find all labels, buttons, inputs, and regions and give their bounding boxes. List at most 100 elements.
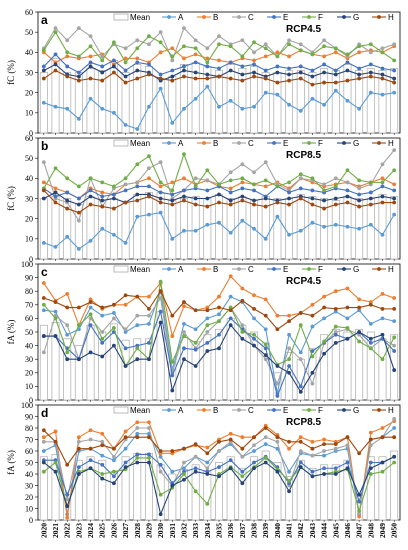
point-H [368, 437, 373, 442]
point-A [65, 234, 70, 239]
point-E [263, 346, 268, 351]
point-A [380, 92, 385, 97]
y-axis-label: fC (%) [6, 60, 16, 85]
point-F [392, 460, 397, 465]
point-A [322, 316, 326, 321]
legend-label-C: C [248, 139, 254, 148]
point-H [53, 300, 58, 304]
point-H [41, 296, 46, 300]
point-G [310, 196, 315, 201]
point-E [76, 70, 81, 75]
point-G [158, 196, 163, 201]
point-H [357, 204, 362, 209]
point-G [322, 472, 326, 476]
point-H [53, 68, 58, 73]
legend-label-E: E [283, 406, 288, 415]
point-E [252, 336, 256, 341]
x-tick-label: 2026 [109, 523, 118, 538]
point-C [205, 46, 210, 51]
point-F [298, 172, 303, 177]
y-tick-label: 30 [25, 355, 33, 364]
point-E [228, 190, 233, 195]
point-H [100, 443, 105, 448]
point-H [53, 439, 58, 444]
bar-mean [51, 196, 60, 260]
point-G [76, 74, 81, 79]
y-tick-label: 10 [25, 109, 33, 118]
point-H [41, 188, 46, 193]
x-tick-label: 2047 [355, 523, 364, 538]
point-E [217, 465, 221, 469]
x-tick-label: 2032 [179, 523, 188, 538]
x-tick-label: 2050 [390, 523, 399, 538]
point-H [88, 300, 93, 304]
point-F [65, 50, 70, 55]
legend-label-B: B [213, 265, 218, 274]
point-B [263, 184, 268, 189]
point-F [112, 40, 116, 45]
bar-mean [331, 328, 340, 401]
legend-swatch-mean [113, 265, 129, 273]
point-H [158, 449, 163, 453]
panel-letter: d [41, 406, 48, 420]
point-G [368, 336, 373, 341]
point-F [170, 360, 175, 364]
bar-mean [98, 459, 107, 521]
point-F [380, 357, 385, 362]
point-H [228, 202, 233, 207]
bar-mean [331, 70, 340, 134]
legend-label-B: B [213, 406, 218, 415]
point-F [333, 324, 338, 329]
point-E [147, 184, 151, 189]
legend-label-F: F [318, 265, 323, 274]
point-E [298, 64, 303, 69]
point-F [263, 46, 268, 51]
point-H [100, 305, 105, 310]
point-G [298, 70, 303, 75]
point-F [322, 188, 326, 193]
point-G [135, 357, 140, 362]
point-G [100, 198, 105, 203]
point-C [275, 381, 280, 386]
x-tick-label: 2025 [98, 523, 107, 538]
point-A [53, 309, 58, 314]
x-tick-label: 2039 [261, 523, 270, 538]
point-E [65, 64, 70, 69]
bar-mean [285, 198, 294, 260]
point-A [298, 108, 303, 113]
point-F [76, 184, 81, 189]
point-E [287, 66, 291, 71]
point-A [310, 220, 315, 225]
point-E [88, 458, 93, 463]
point-C [193, 176, 198, 181]
point-H [76, 305, 81, 310]
point-A [135, 214, 140, 219]
bar-mean [215, 462, 223, 521]
point-B [322, 437, 326, 442]
point-A [135, 127, 140, 131]
point-E [217, 332, 221, 337]
point-A [287, 332, 291, 337]
point-C [65, 38, 70, 43]
point-A [298, 228, 303, 233]
point-F [228, 44, 233, 49]
point-F [53, 460, 58, 465]
point-B [158, 184, 163, 189]
point-F [368, 472, 373, 476]
point-H [205, 76, 210, 81]
point-H [263, 204, 268, 209]
point-A [392, 319, 397, 324]
point-C [41, 350, 46, 355]
point-C [368, 50, 373, 55]
point-C [368, 443, 373, 448]
legend-marker-C [237, 15, 241, 19]
panel-letter: c [41, 265, 48, 279]
point-B [170, 46, 175, 51]
point-F [193, 340, 198, 345]
point-A [333, 222, 338, 227]
point-G [205, 349, 210, 353]
point-G [205, 72, 210, 77]
point-B [41, 281, 46, 285]
point-B [147, 294, 151, 299]
y-tick-label: 20 [25, 88, 33, 97]
